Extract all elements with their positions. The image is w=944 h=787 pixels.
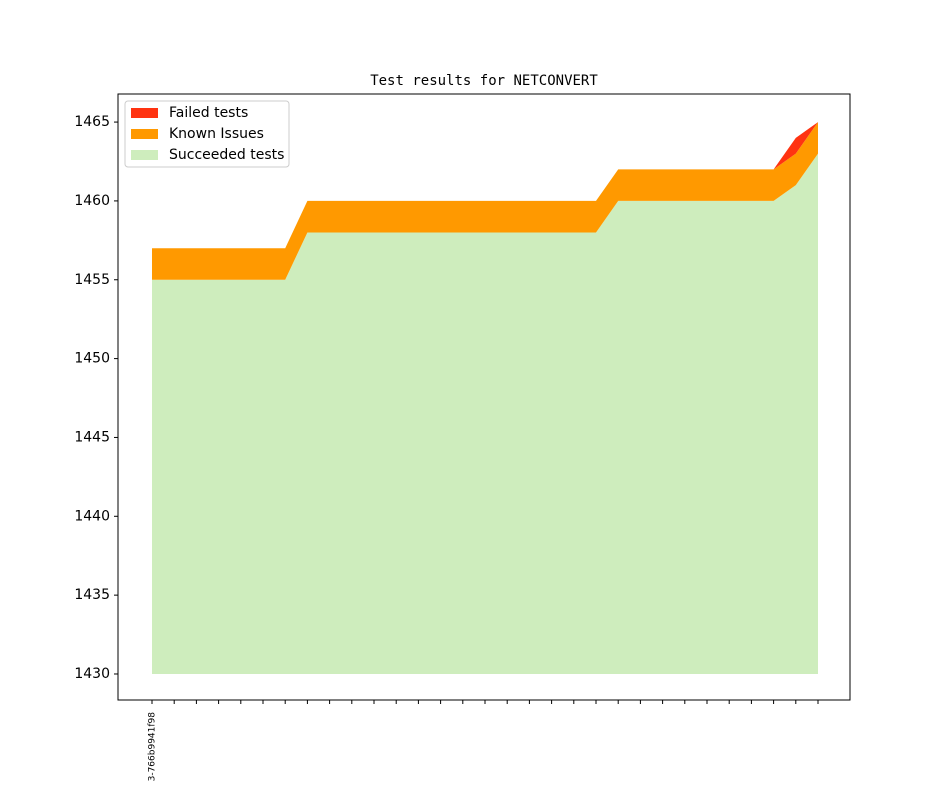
y-tick-label: 1435 <box>74 587 110 603</box>
y-tick-label: 1460 <box>74 193 110 209</box>
plot-frame <box>117 93 851 701</box>
chart-title: Test results for NETCONVERT <box>370 73 598 89</box>
x-tick-label: 3-766b9941f98 <box>148 712 158 782</box>
legend: Failed tests Known Issues Succeeded tests <box>124 100 290 168</box>
area <box>152 122 818 280</box>
area <box>152 153 818 674</box>
legend-frame <box>124 100 290 168</box>
legend-swatch <box>131 108 158 118</box>
y-tick-label: 1445 <box>74 429 110 445</box>
y-tick-label: 1465 <box>74 114 110 130</box>
legend-label: Failed tests <box>169 105 248 121</box>
y-tick-label: 1440 <box>74 508 110 524</box>
y-tick-label: 1430 <box>74 666 110 682</box>
legend-label: Succeeded tests <box>169 147 284 163</box>
legend-swatch <box>131 150 158 160</box>
legend-label: Known Issues <box>169 126 264 142</box>
y-tick-label: 1450 <box>74 351 110 367</box>
legend-swatch <box>131 129 158 139</box>
y-tick-label: 1455 <box>74 272 110 288</box>
